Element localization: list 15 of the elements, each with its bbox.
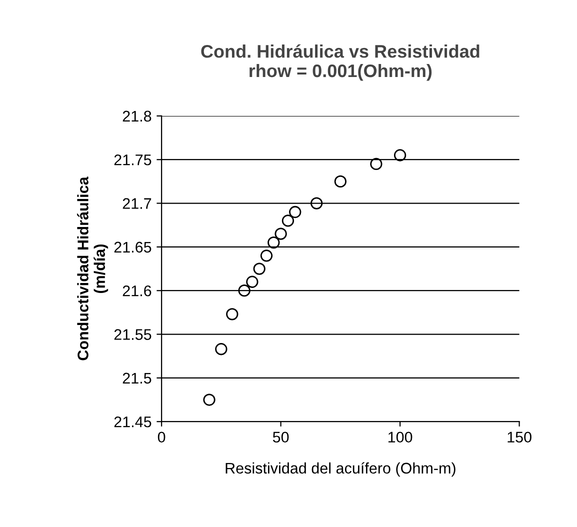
y-tick-label: 21.75 xyxy=(114,154,152,166)
y-tick-label: 21.65 xyxy=(114,242,152,253)
y-tick-label: 21.5 xyxy=(122,372,152,384)
y-tick-label: 21.7 xyxy=(122,198,152,209)
x-tick-label: 100 xyxy=(388,432,412,443)
y-axis-title: Conductividad Hidráulica (m/día) xyxy=(77,176,108,360)
y-tick-label: 21.8 xyxy=(122,110,152,122)
x-tick-label: 150 xyxy=(508,432,532,443)
y-tick-label: 21.6 xyxy=(122,285,152,296)
chart-title: Cond. Hidráulica vs Resistividad rhow = 0.001(Ohm-m) xyxy=(201,44,480,81)
x-tick-label: 0 xyxy=(158,432,166,443)
x-tick-label: 50 xyxy=(272,432,289,443)
y-tick-label: 21.45 xyxy=(114,416,152,428)
x-axis-title: Resistividad del acuífero (Ohm-m) xyxy=(226,462,456,477)
y-tick-label: 21.55 xyxy=(114,329,152,340)
